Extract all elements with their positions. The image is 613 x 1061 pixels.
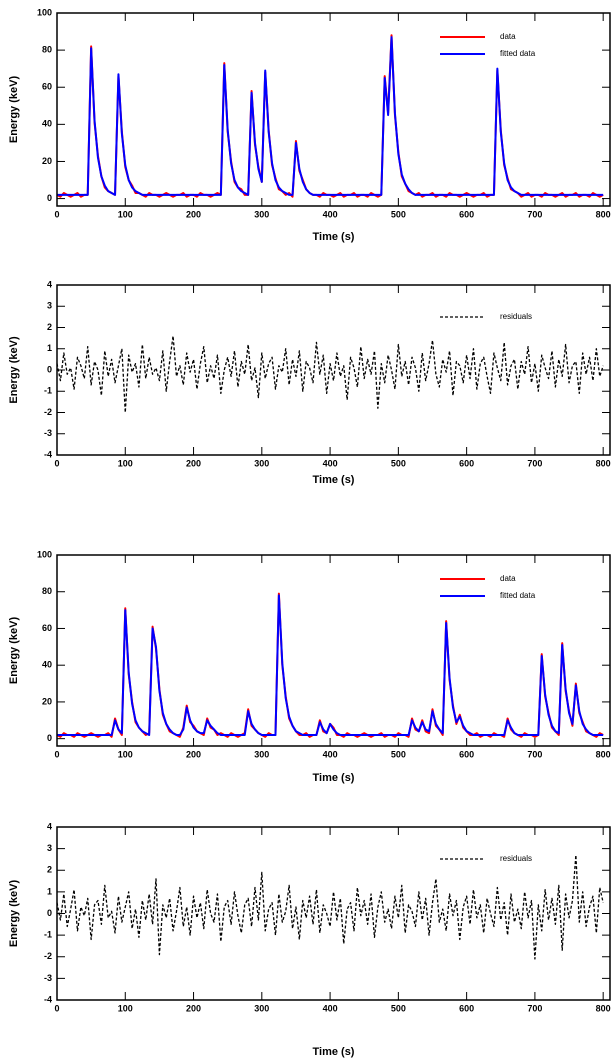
y-tick-label: -4 — [44, 449, 52, 459]
x-tick-label: 500 — [391, 749, 406, 759]
x-tick-label: 300 — [254, 458, 269, 468]
x-tick-label: 700 — [527, 1003, 542, 1013]
panel: 0 100 200 300 400 500 600 700 800 0 20 40 60 80 100 Tim… — [8, 549, 611, 784]
x-tick-label: 400 — [323, 209, 338, 219]
x-tick-label: 100 — [118, 458, 133, 468]
panel: 0 100 200 300 400 500 600 700 800 0 20 40 60 80 100 Tim… — [8, 7, 611, 243]
y-tick-label: 40 — [42, 660, 52, 670]
plot-frame — [56, 554, 611, 747]
x-tick-label: 500 — [391, 1003, 406, 1013]
y-tick-label: 100 — [37, 549, 52, 559]
y-tick-label: 2 — [47, 322, 52, 332]
series-line — [56, 34, 604, 198]
series-line — [57, 594, 604, 736]
y-tick-label: 60 — [42, 82, 52, 92]
x-tick-label: 0 — [54, 458, 59, 468]
y-tick-label: 3 — [47, 301, 52, 311]
legend-label: data — [500, 574, 516, 583]
x-axis-label: Time (s) — [313, 1046, 355, 1058]
legend-label: data — [500, 32, 516, 41]
y-tick-label: 1 — [47, 343, 52, 353]
x-axis-label: Time (s) — [313, 474, 355, 486]
y-tick-label: -1 — [44, 386, 52, 396]
x-tick-label: 600 — [459, 749, 474, 759]
x-tick-label: 800 — [596, 1003, 611, 1013]
y-tick-label: 80 — [42, 44, 52, 54]
y-tick-label: -3 — [44, 428, 52, 438]
y-axis-label: Energy (keV) — [8, 617, 20, 685]
panel: 0 100 200 300 400 500 600 700 800 -4 -3 -2 -1 0 1 2 3 4 Ti… — [8, 821, 611, 1058]
x-tick-label: 800 — [596, 458, 611, 468]
x-tick-label: 0 — [54, 1003, 59, 1013]
x-tick-label: 400 — [323, 1003, 338, 1013]
y-tick-label: 60 — [42, 623, 52, 633]
y-tick-label: -1 — [44, 930, 52, 940]
series-line — [56, 592, 604, 738]
x-tick-label: 0 — [54, 749, 59, 759]
y-tick-label: 20 — [42, 156, 52, 166]
x-tick-label: 200 — [186, 1003, 201, 1013]
y-tick-label: 4 — [47, 279, 52, 289]
x-tick-label: 400 — [323, 458, 338, 468]
panel: 0 100 200 300 400 500 600 700 800 -4 -3 -2 -1 0 1 2 3 4 Ti… — [8, 279, 611, 486]
x-tick-label: 200 — [186, 458, 201, 468]
x-tick-label: 700 — [527, 458, 542, 468]
y-tick-label: -3 — [44, 973, 52, 983]
series-line — [56, 335, 604, 414]
y-tick-label: 0 — [47, 908, 52, 918]
x-tick-label: 600 — [459, 209, 474, 219]
y-tick-label: 100 — [37, 7, 52, 17]
x-tick-label: 100 — [118, 209, 133, 219]
plot-frame — [56, 12, 611, 207]
y-tick-label: 20 — [42, 696, 52, 706]
x-tick-label: 600 — [459, 458, 474, 468]
x-tick-label: 300 — [254, 749, 269, 759]
y-tick-label: 80 — [42, 586, 52, 596]
y-tick-label: 0 — [47, 364, 52, 374]
legend-label: residuals — [500, 312, 532, 321]
y-axis-label: Energy (keV) — [8, 336, 20, 404]
y-tick-label: 3 — [47, 843, 52, 853]
y-tick-label: 4 — [47, 821, 52, 831]
x-tick-label: 200 — [186, 749, 201, 759]
legend-label: fitted data — [500, 591, 536, 600]
x-tick-label: 500 — [391, 458, 406, 468]
legend-label: fitted data — [500, 49, 536, 58]
y-tick-label: 40 — [42, 119, 52, 129]
y-axis-label: Energy (keV) — [8, 880, 20, 948]
y-tick-label: 0 — [47, 193, 52, 203]
x-tick-label: 0 — [54, 209, 59, 219]
x-tick-label: 200 — [186, 209, 201, 219]
x-tick-label: 300 — [254, 209, 269, 219]
series-line — [56, 854, 604, 960]
x-tick-label: 300 — [254, 1003, 269, 1013]
x-tick-label: 700 — [527, 209, 542, 219]
x-tick-label: 100 — [118, 749, 133, 759]
x-tick-label: 700 — [527, 749, 542, 759]
x-tick-label: 100 — [118, 1003, 133, 1013]
x-axis-label: Time (s) — [313, 772, 355, 784]
y-axis-label: Energy (keV) — [8, 76, 20, 144]
y-tick-label: -2 — [44, 951, 52, 961]
x-tick-label: 400 — [323, 749, 338, 759]
y-tick-label: -4 — [44, 994, 52, 1004]
series-line — [57, 36, 604, 196]
y-tick-label: 0 — [47, 733, 52, 743]
x-axis-label: Time (s) — [313, 231, 355, 243]
x-tick-label: 500 — [391, 209, 406, 219]
x-tick-label: 600 — [459, 1003, 474, 1013]
y-tick-label: 2 — [47, 865, 52, 875]
y-tick-label: 1 — [47, 886, 52, 896]
x-tick-label: 800 — [596, 749, 611, 759]
x-tick-label: 800 — [596, 209, 611, 219]
plot-frame — [56, 284, 611, 456]
legend-label: residuals — [500, 854, 532, 863]
y-tick-label: -2 — [44, 407, 52, 417]
